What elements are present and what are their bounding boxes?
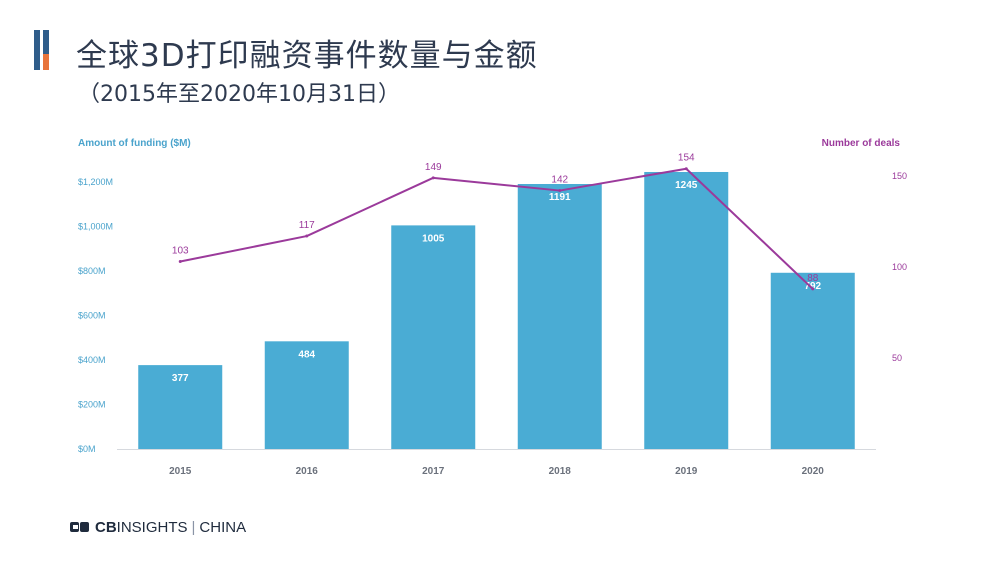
deals-value-label: 117 xyxy=(299,220,315,231)
x-tick-label: 2017 xyxy=(422,466,445,477)
report-logo-icon xyxy=(34,30,49,70)
brand-separator: | xyxy=(191,518,196,536)
x-tick-label: 2018 xyxy=(549,466,572,477)
deals-point xyxy=(684,167,688,171)
deals-point xyxy=(558,189,562,193)
funding-bar xyxy=(644,171,729,450)
funding-bar xyxy=(770,272,855,449)
deals-point xyxy=(305,234,309,238)
x-tick-label: 2020 xyxy=(802,466,825,477)
right-tick-label: 100 xyxy=(892,262,907,272)
left-tick-label: $1,000M xyxy=(78,222,113,232)
left-tick-label: $400M xyxy=(78,355,106,365)
deals-value-label: 103 xyxy=(172,246,189,257)
page-title: 全球3D打印融资事件数量与金额 xyxy=(76,38,538,74)
right-axis-title: Number of deals xyxy=(822,138,901,149)
deals-value-label: 142 xyxy=(551,175,568,186)
deals-point xyxy=(431,176,435,180)
left-tick-label: $200M xyxy=(78,400,106,410)
cb-insights-logo-icon xyxy=(70,522,89,532)
left-tick-label: $0M xyxy=(78,444,96,454)
left-axis-title: Amount of funding ($M) xyxy=(78,138,191,149)
brand-rest: INSIGHTS xyxy=(116,518,188,536)
funding-bar xyxy=(264,341,349,449)
funding-bar xyxy=(391,225,476,449)
page-subtitle: （2015年至2020年10月31日） xyxy=(78,82,400,107)
bar-value-label: 1191 xyxy=(549,192,571,203)
left-tick-label: $600M xyxy=(78,311,106,321)
x-tick-label: 2015 xyxy=(169,466,192,477)
x-tick-label: 2019 xyxy=(675,466,698,477)
x-tick-label: 2016 xyxy=(296,466,319,477)
bar-value-label: 792 xyxy=(804,281,821,292)
left-tick-label: $1,200M xyxy=(78,177,113,187)
deals-point xyxy=(178,260,182,264)
deals-line xyxy=(180,167,814,290)
brand-bold: CB xyxy=(95,518,117,536)
funding-bar xyxy=(138,365,223,449)
right-tick-label: 50 xyxy=(892,353,902,363)
deals-value-label: 149 xyxy=(425,162,442,173)
deals-value-label: 88 xyxy=(807,273,819,284)
cb-insights-branding: CBINSIGHTS | CHINA xyxy=(70,516,246,538)
deals-value-label: 154 xyxy=(678,153,695,164)
funding-bar xyxy=(517,184,602,449)
bar-value-label: 1245 xyxy=(675,180,698,191)
right-tick-label: 150 xyxy=(892,171,907,181)
bar-value-label: 484 xyxy=(298,349,315,360)
bar-value-label: 1005 xyxy=(422,233,445,244)
bar-value-label: 377 xyxy=(172,373,189,384)
brand-name: CBINSIGHTS xyxy=(95,519,188,536)
left-tick-label: $800M xyxy=(78,266,106,276)
deals-point xyxy=(811,287,815,291)
brand-region: CHINA xyxy=(199,518,247,536)
